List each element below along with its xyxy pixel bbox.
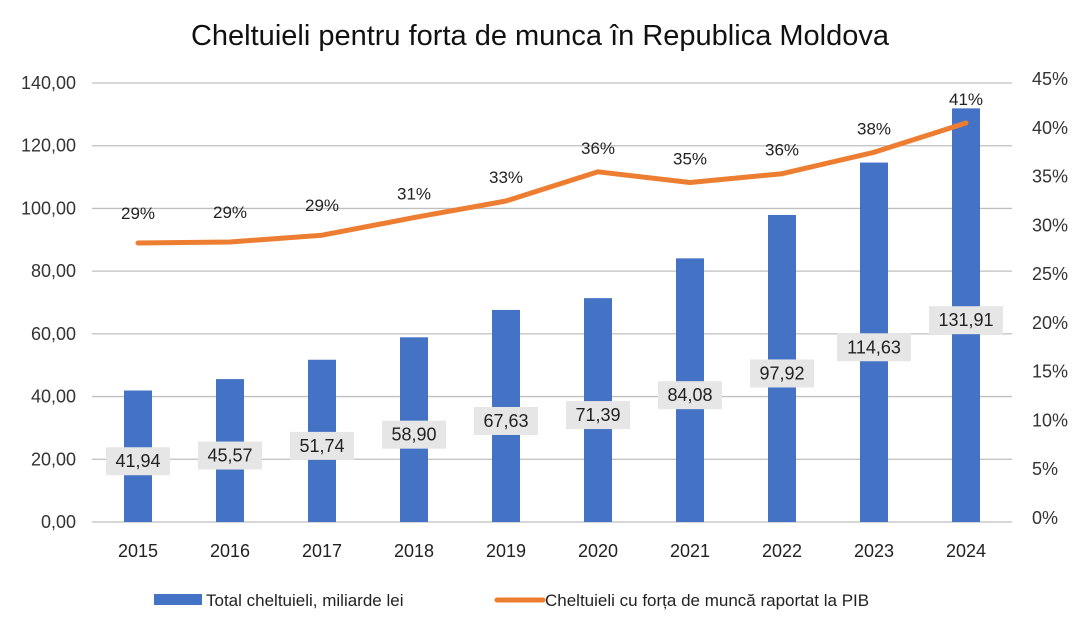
bar-data-label-box (837, 333, 911, 362)
chart-title: Cheltuieli pentru forta de munca în Repu… (191, 20, 890, 52)
left-tick-label: 80,00 (31, 261, 76, 281)
bar-data-label: 71,39 (566, 401, 630, 430)
x-tick-label: 2024 (946, 541, 986, 561)
bar-data-label-box (566, 401, 630, 430)
bar-data-label-text: 131,91 (938, 310, 993, 330)
bar-data-label: 114,63 (837, 333, 911, 362)
bar-data-label-box (198, 441, 262, 470)
bar-data-label-text: 114,63 (847, 337, 901, 357)
x-tick-label: 2021 (670, 541, 710, 561)
bar-data-label: 97,92 (750, 359, 814, 388)
bar-data-label: 45,57 (198, 441, 262, 470)
x-tick-label: 2022 (762, 541, 802, 561)
line-data-labels: 29% 29% 29% 31% 33% 36% 35% 36% 38% 41% (121, 90, 983, 223)
bar-data-label-text: 51,74 (299, 436, 344, 456)
bar-data-label: 84,08 (658, 381, 722, 410)
right-tick-label: 35% (1032, 167, 1068, 187)
line-data-label: 36% (765, 141, 799, 160)
bar-data-label-text: 41,94 (115, 451, 160, 471)
bar-data-label-text: 58,90 (391, 425, 436, 445)
line-data-label: 38% (857, 119, 891, 138)
line-data-label: 41% (949, 90, 983, 109)
x-tick-label: 2016 (210, 541, 250, 561)
bar-data-label-box (474, 406, 538, 435)
x-tick-label: 2018 (394, 541, 434, 561)
line-data-label: 29% (213, 203, 247, 222)
bar-data-label-box (382, 420, 446, 449)
bar-data-label-text: 71,39 (575, 405, 620, 425)
right-tick-label: 30% (1032, 215, 1068, 235)
right-tick-label: 10% (1032, 410, 1068, 430)
bar-data-label-text: 97,92 (759, 363, 804, 383)
legend-label-bar: Total cheltuieli, miliarde lei (206, 591, 403, 610)
x-axis: 2015 2016 2017 2018 2019 2020 2021 2022 2023 2024 (118, 541, 986, 561)
line-data-label: 31% (397, 185, 431, 204)
bar-data-label-text: 84,08 (667, 385, 712, 405)
bar-data-label: 131,91 (929, 306, 1003, 335)
line-data-label: 29% (121, 204, 155, 223)
left-tick-label: 100,00 (21, 198, 76, 218)
legend-swatch-bar (154, 594, 202, 605)
line-path (135, 120, 969, 246)
legend: Total cheltuieli, miliarde lei Cheltuiel… (154, 591, 869, 610)
right-tick-label: 45% (1032, 69, 1068, 89)
bar-data-label-text: 67,63 (483, 411, 528, 431)
right-tick-label: 20% (1032, 313, 1068, 333)
x-tick-label: 2017 (302, 541, 342, 561)
line-data-label: 35% (673, 150, 707, 169)
line-data-label: 33% (489, 168, 523, 187)
left-axis-ticks: 0,00 20,00 40,00 60,00 80,00 100,00 120,00 140,… (21, 73, 76, 532)
left-tick-label: 20,00 (31, 449, 76, 469)
x-tick-label: 2023 (854, 541, 894, 561)
x-tick-label: 2020 (578, 541, 618, 561)
bar-data-label: 67,63 (474, 406, 538, 435)
bar-data-label-box (750, 359, 814, 388)
bar-data-label-text: 45,57 (207, 446, 252, 466)
line-series (135, 120, 969, 246)
right-tick-label: 40% (1032, 118, 1068, 138)
bar-data-label-box (929, 306, 1003, 335)
right-axis-ticks: 0% 5% 10% 15% 20% 25% 30% 35% 40% 45% (1032, 69, 1068, 528)
line-data-label: 36% (581, 139, 615, 158)
right-tick-label: 15% (1032, 362, 1068, 382)
right-tick-label: 0% (1032, 508, 1058, 528)
bar-data-label: 41,94 (106, 447, 170, 476)
bar-data-labels: 41,94 45,57 51,74 58,90 67,63 71,39 84,08 97,92… (106, 306, 1003, 476)
bar-data-label-box (106, 447, 170, 476)
bar-data-label: 51,74 (290, 431, 354, 460)
line-data-label: 29% (305, 196, 339, 215)
left-tick-label: 120,00 (21, 136, 76, 156)
x-tick-label: 2015 (118, 541, 158, 561)
left-tick-label: 60,00 (31, 324, 76, 344)
right-tick-label: 5% (1032, 459, 1058, 479)
left-tick-label: 40,00 (31, 387, 76, 407)
bar-data-label-box (658, 381, 722, 410)
left-tick-label: 0,00 (41, 512, 76, 532)
bar-data-label: 58,90 (382, 420, 446, 449)
legend-label-line: Cheltuieli cu forța de muncă raportat la… (545, 591, 869, 610)
right-tick-label: 25% (1032, 264, 1068, 284)
left-tick-label: 140,00 (21, 73, 76, 93)
x-tick-label: 2019 (486, 541, 526, 561)
bar-data-label-box (290, 431, 354, 460)
